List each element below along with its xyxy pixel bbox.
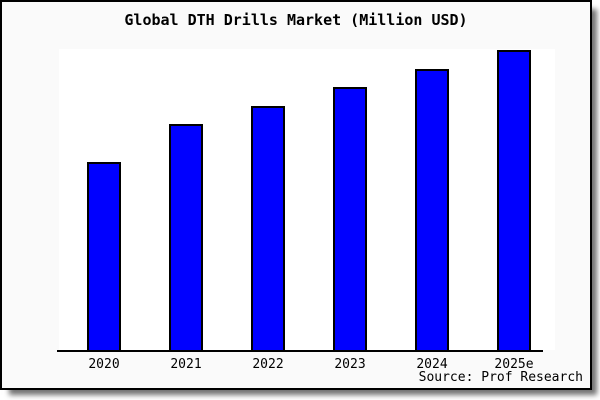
x-tick-label-2020: 2020	[88, 357, 120, 372]
x-tick-label-2023: 2023	[334, 357, 366, 372]
plot-area	[59, 49, 555, 350]
chart-frame: Global DTH Drills Market (Million USD) S…	[0, 0, 592, 390]
bar-2022	[251, 106, 285, 350]
x-tick-label-2021: 2021	[170, 357, 202, 372]
bar-2020	[87, 162, 121, 350]
bar-2025e	[497, 50, 531, 350]
x-tick-label-2025e: 2025e	[494, 357, 534, 372]
bar-2023	[333, 87, 367, 350]
source-attribution: Source: Prof Research	[418, 370, 583, 385]
x-tick-label-2024: 2024	[416, 357, 448, 372]
x-tick-label-2022: 2022	[252, 357, 284, 372]
bar-2021	[169, 124, 203, 350]
x-axis-line	[57, 350, 543, 352]
chart-title: Global DTH Drills Market (Million USD)	[124, 11, 468, 29]
bar-2024	[415, 69, 449, 350]
